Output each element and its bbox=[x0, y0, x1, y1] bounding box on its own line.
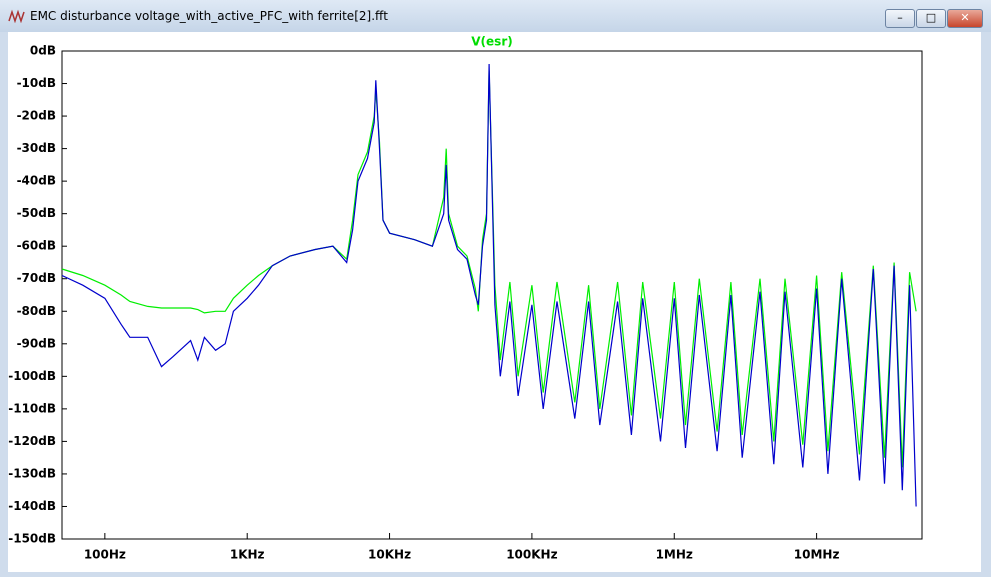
series-line bbox=[61, 63, 917, 507]
y-tick-label: -40dB bbox=[17, 174, 56, 188]
minimize-button[interactable]: – bbox=[885, 9, 915, 28]
y-tick-label: -110dB bbox=[8, 401, 56, 415]
x-tick-label: 1KHz bbox=[230, 548, 265, 562]
y-tick-label: 0dB bbox=[30, 44, 56, 58]
y-tick-label: -80dB bbox=[17, 304, 56, 318]
x-tick-label: 10MHz bbox=[794, 548, 840, 562]
x-tick-label: 1MHz bbox=[656, 548, 693, 562]
y-tick-label: -10dB bbox=[17, 76, 56, 90]
x-tick-label: 100KHz bbox=[506, 548, 557, 562]
series-line bbox=[61, 70, 917, 468]
x-tick-label: 10KHz bbox=[368, 548, 411, 562]
legend-entry: V(esr) bbox=[471, 35, 512, 49]
y-tick-label: -130dB bbox=[8, 466, 56, 480]
y-tick-label: -50dB bbox=[17, 206, 56, 220]
y-tick-label: -150dB bbox=[8, 532, 56, 546]
title-bar: EMC disturbance voltage_with_active_PFC_… bbox=[0, 0, 991, 32]
y-tick-label: -70dB bbox=[17, 271, 56, 285]
app-icon bbox=[8, 9, 25, 23]
plot-frame bbox=[61, 50, 923, 540]
maximize-button[interactable]: □ bbox=[916, 9, 946, 28]
y-tick-label: -30dB bbox=[17, 141, 56, 155]
window-title: EMC disturbance voltage_with_active_PFC_… bbox=[30, 9, 388, 23]
y-tick-label: -100dB bbox=[8, 369, 56, 383]
close-button[interactable]: ✕ bbox=[947, 9, 983, 28]
y-tick-label: -20dB bbox=[17, 109, 56, 123]
y-tick-label: -120dB bbox=[8, 434, 56, 448]
x-tick-label: 100Hz bbox=[84, 548, 126, 562]
y-tick-label: -140dB bbox=[8, 499, 56, 513]
y-tick-label: -60dB bbox=[17, 239, 56, 253]
y-tick-label: -90dB bbox=[17, 336, 56, 350]
